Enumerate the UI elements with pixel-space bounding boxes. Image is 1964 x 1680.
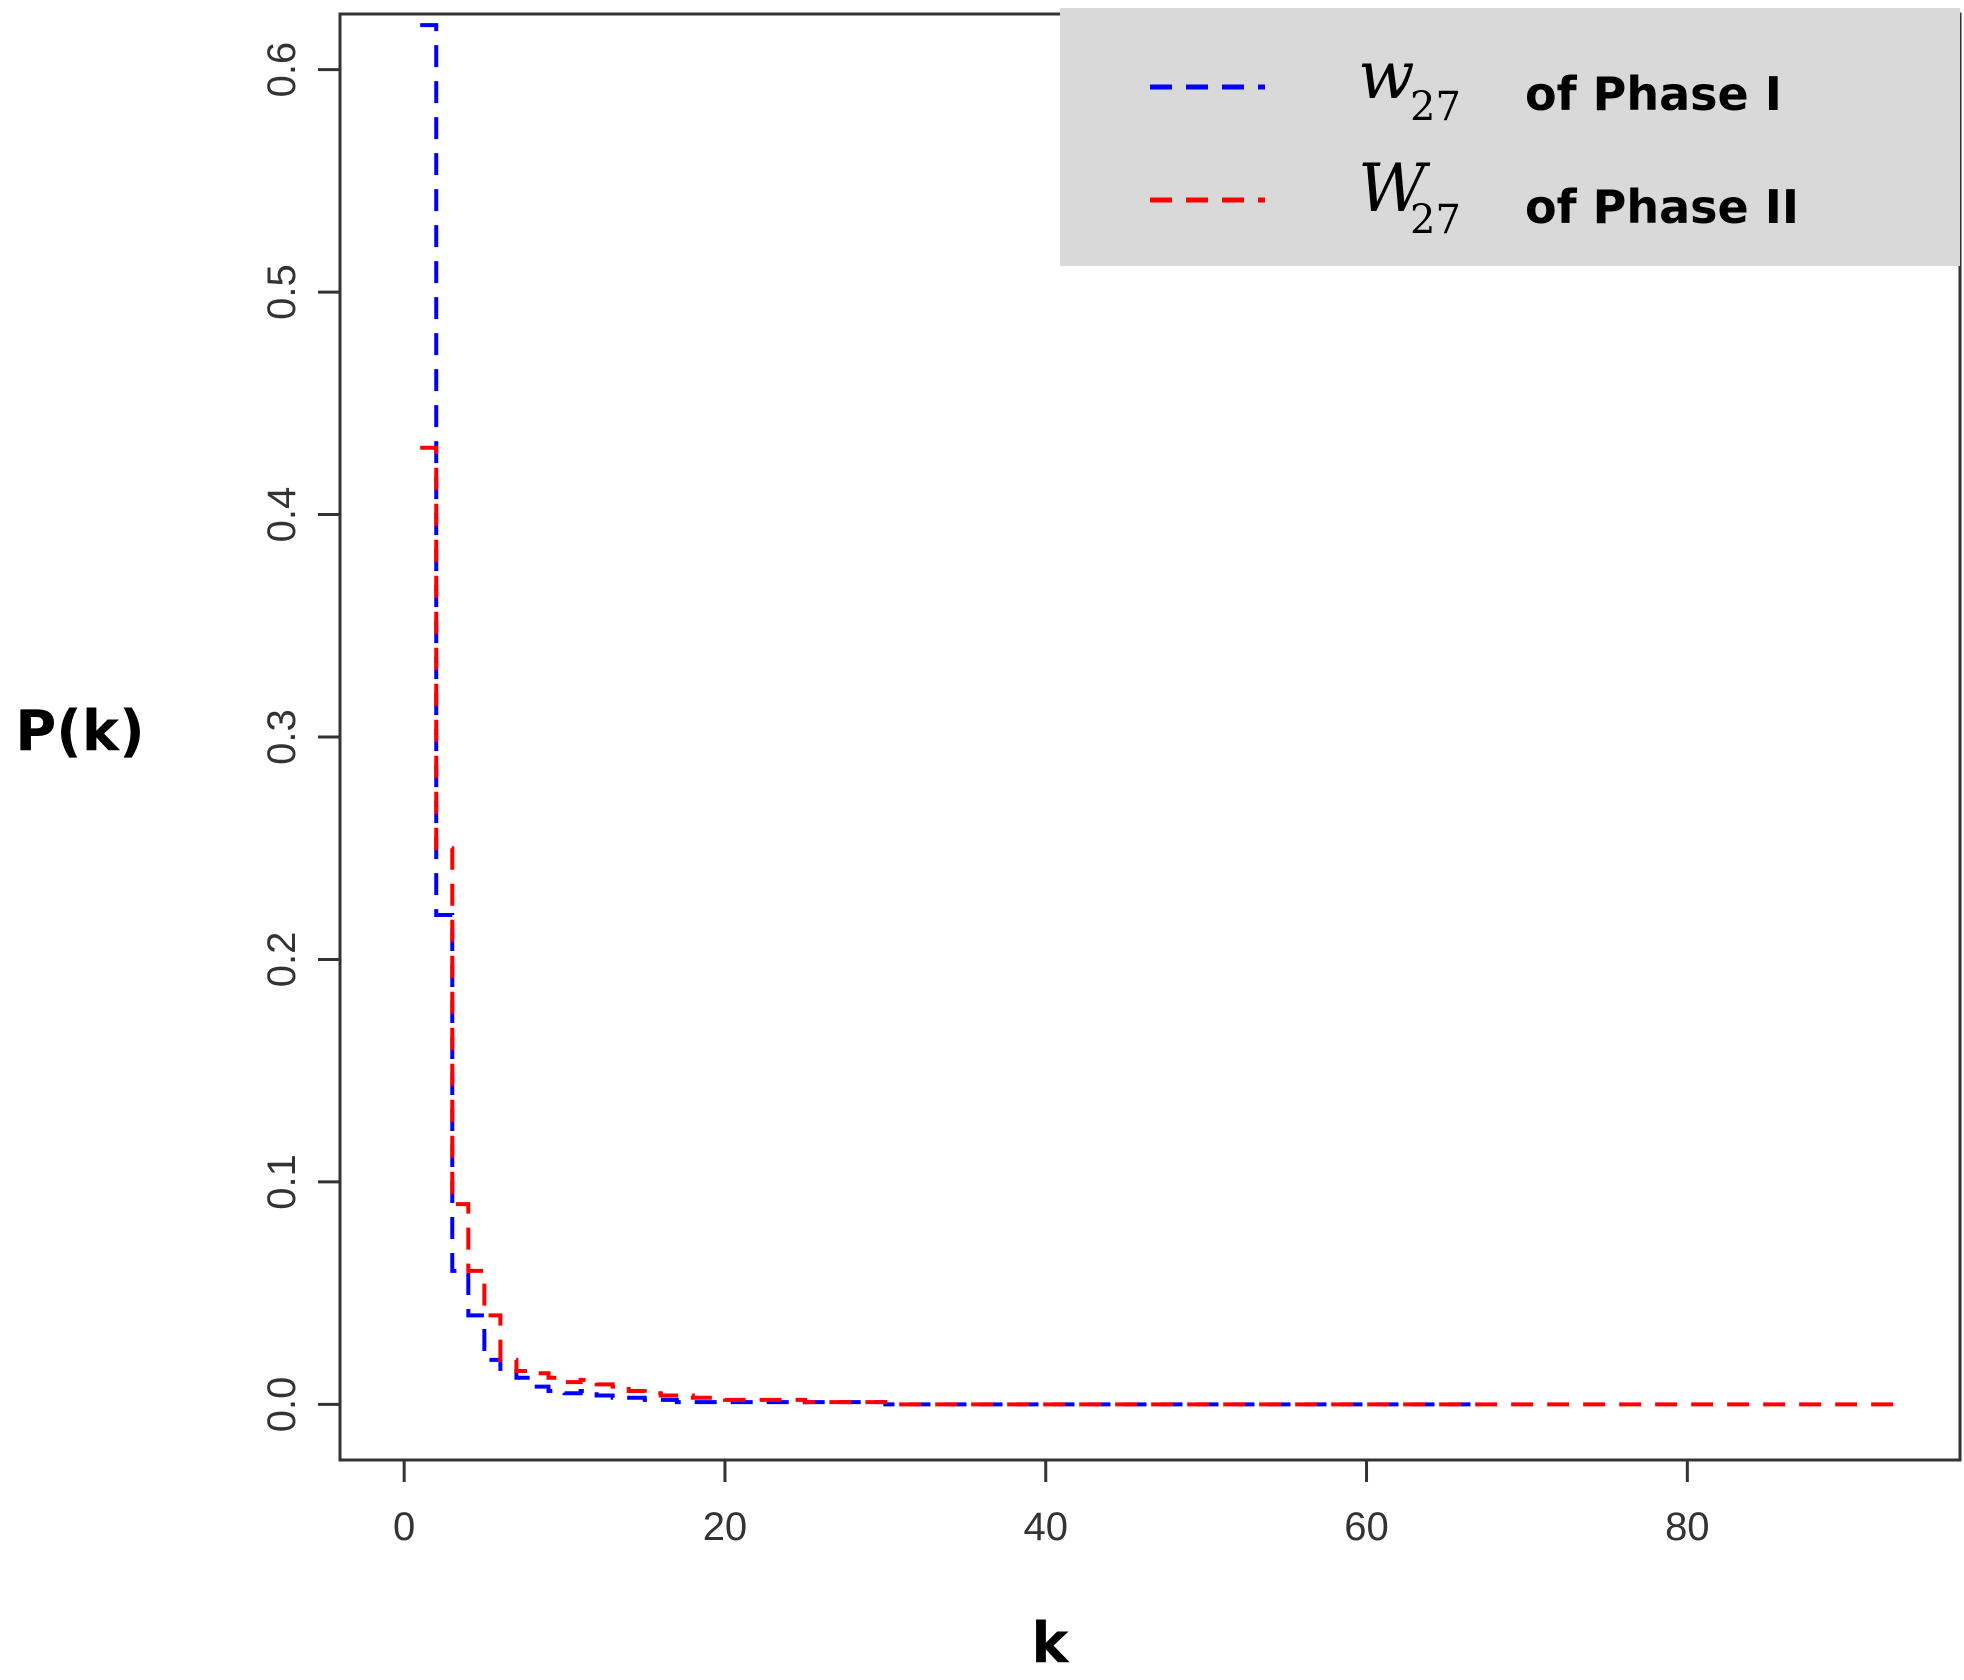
legend-symbol: w [1358,37,1415,114]
y-tick-label: 0.3 [260,709,304,765]
y-tick-label: 0.1 [260,1154,304,1210]
y-tick-label: 0.4 [260,487,304,543]
x-tick-label: 20 [703,1505,748,1549]
series-line-1 [420,23,1479,1407]
x-tick-label: 0 [393,1505,415,1549]
y-tick-label: 0.2 [260,932,304,988]
legend-box [1060,8,1960,266]
x-axis-title: k [1031,1611,1070,1676]
legend-label: of Phase II [1525,180,1799,234]
y-axis: 0.0 0.1 0.2 0.3 0.4 0.5 0.6 [260,42,340,1432]
legend-symbol: W [1358,150,1431,227]
legend-label: of Phase I [1525,67,1782,121]
series-layer [420,23,1896,1407]
x-tick-label: 40 [1023,1505,1068,1549]
y-tick-label: 0.5 [260,264,304,320]
x-tick-label: 80 [1665,1505,1710,1549]
legend-subscript: 27 [1410,197,1461,243]
x-axis: 0 20 40 60 80 [393,1460,1710,1549]
y-tick-label: 0.0 [260,1377,304,1433]
legend-subscript: 27 [1410,84,1461,130]
y-tick-label: 0.6 [260,42,304,98]
x-tick-label: 60 [1344,1505,1389,1549]
y-axis-title: P(k) [15,699,144,764]
series-line-2 [420,445,1896,1407]
